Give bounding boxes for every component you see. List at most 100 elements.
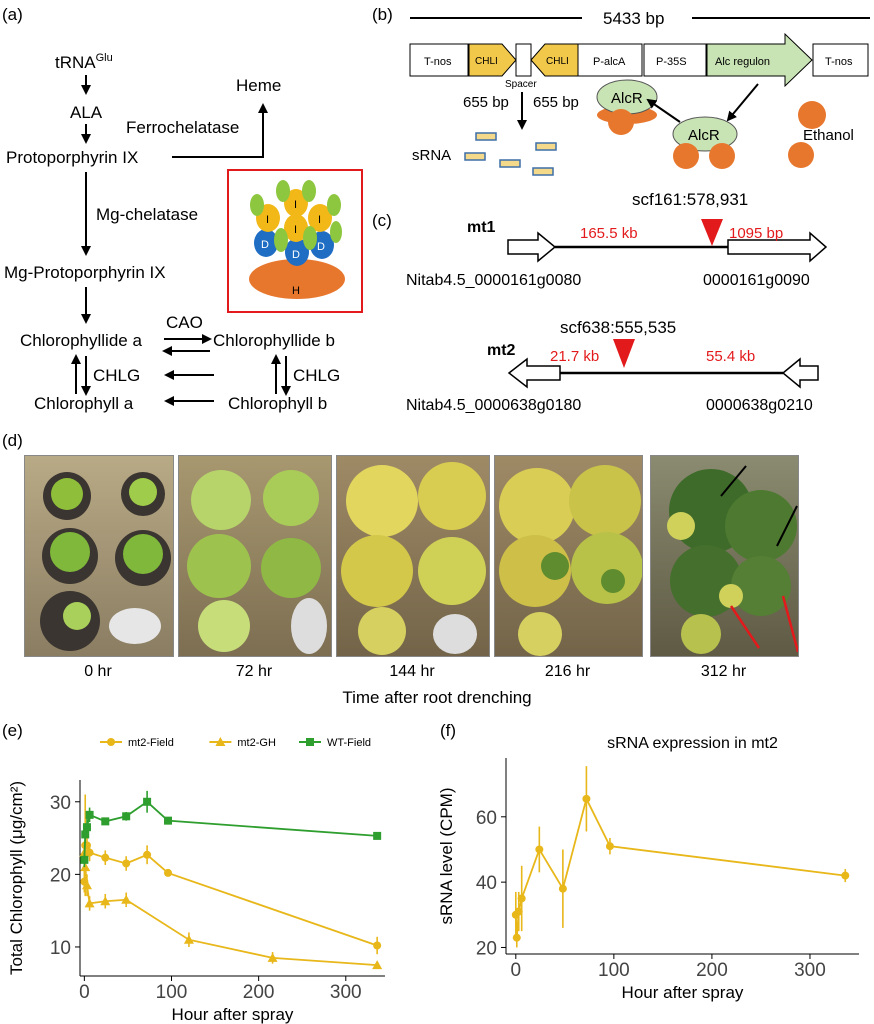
alcr-activator-icon: AlcR AlcR (596, 79, 738, 169)
subunit-i-label: I (318, 214, 321, 226)
legend-marker (107, 738, 115, 746)
chlorophyllide-a-label: Chlorophyllide a (20, 331, 142, 350)
alcr-label-top: AlcR (611, 90, 643, 107)
data-point (605, 842, 614, 851)
data-point (373, 941, 382, 950)
y-tick-label: 10 (50, 938, 71, 959)
x-tick-label: 200 (243, 982, 275, 1003)
mt2-label: mt2 (487, 342, 516, 359)
panel-label-e: (e) (2, 721, 23, 740)
srna-label: sRNA (412, 147, 451, 164)
data-point (122, 812, 131, 821)
y-axis-title: sRNA level (CPM) (437, 788, 456, 925)
chli-length-label-left: 655 bp (463, 94, 509, 111)
data-point (143, 850, 152, 859)
mt1-label: mt1 (467, 219, 496, 236)
data-point (267, 952, 278, 962)
photo-label-72hr: 72 hr (235, 663, 273, 680)
mt2-site-label: scf638:555,535 (560, 318, 676, 337)
insertion-marker-mt1 (701, 219, 723, 246)
data-point (517, 894, 526, 903)
chli-label-forward: CHLI (475, 56, 498, 67)
p35s-box (643, 43, 707, 77)
data-point (101, 853, 110, 862)
chart-title: sRNA expression in mt2 (607, 735, 778, 752)
gene-arrow-mt2-right (781, 357, 819, 389)
subunit-i-label: I (266, 214, 269, 226)
ferrochelatase-label: Ferrochelatase (126, 118, 239, 137)
tnos-box-left (409, 43, 469, 77)
alc-regulon-label: Alc regulon (715, 56, 770, 68)
y-tick-label: 20 (476, 938, 497, 959)
arrow-alc-to-alcr (726, 83, 759, 122)
srna-molecules-icon (464, 132, 557, 176)
protoporphyrin-label: Protoporphyrin IX (6, 148, 138, 167)
x-tick-label: 300 (794, 960, 826, 981)
photo-label-216hr: 216 hr (544, 663, 591, 680)
panel-label-b: (b) (372, 5, 393, 24)
arrow-proto-heme (172, 103, 268, 158)
data-point (558, 884, 567, 893)
data-point (373, 831, 382, 840)
chlorophyllide-b-label: Chlorophyllide b (213, 331, 335, 350)
data-point (164, 868, 173, 877)
x-tick-label: 0 (511, 960, 522, 981)
subunit-h-label: H (292, 285, 300, 297)
mt1-left-distance: 165.5 kb (580, 225, 638, 242)
x-tick-label: 0 (79, 982, 90, 1003)
y-tick-label: 30 (50, 793, 71, 814)
gene-arrow-mt1-left (507, 231, 557, 263)
x-tick-label: 100 (156, 982, 188, 1003)
panel-label-d: (d) (2, 431, 23, 450)
y-axis-title: Total Chlorophyll (μg/cm²) (7, 781, 26, 975)
plant-photo-216hr (494, 455, 643, 657)
chlg-label-b: CHLG (293, 366, 340, 385)
data-point (100, 896, 111, 906)
p35s-label: P-35S (656, 56, 687, 68)
panel-label-a: (a) (2, 5, 23, 24)
legend-label: mt2-Field (128, 737, 174, 749)
palca-label: P-alcA (593, 56, 626, 68)
mg-chelatase-label: Mg-chelatase (96, 205, 198, 224)
x-tick-label: 200 (696, 960, 728, 981)
photo-label-144hr: 144 hr (389, 663, 435, 680)
data-point (841, 871, 850, 880)
legend-label: mt2-GH (237, 737, 276, 749)
mg-chelatase-complex-icon: H D D D I I I I (227, 169, 363, 313)
x-axis-title: Hour after spray (172, 1005, 294, 1024)
chli-length-label-right: 655 bp (533, 94, 579, 111)
gene-arrow-mt1-right (727, 231, 828, 263)
trna-superscript: Glu (96, 52, 113, 64)
mt2-left-distance: 21.7 kb (550, 348, 599, 365)
spacer-label: Spacer (505, 79, 537, 90)
spacer-box (515, 43, 532, 77)
data-point (80, 855, 89, 864)
srna-chart: 0 100 200 300 20 40 60 Hour after spray sRNA lev… (437, 735, 859, 1002)
chli-label-reverse: CHLI (546, 56, 569, 67)
data-point (85, 810, 94, 819)
insertion-marker-mt2 (613, 339, 635, 368)
series-line-1 (83, 852, 378, 967)
construct-length-label: 5433 bp (603, 9, 664, 28)
subunit-i-label: I (294, 224, 297, 236)
chli-arrow-forward (468, 43, 517, 77)
alc-regulon-arrow (706, 32, 813, 88)
data-point (81, 880, 92, 890)
palca-box (577, 43, 643, 77)
cao-label: CAO (166, 313, 203, 332)
mt2-gene-left: Nitab4.5_0000638g0180 (406, 397, 581, 414)
x-tick-label: 300 (330, 982, 362, 1003)
photo-label-0hr: 0 hr (84, 663, 112, 680)
y-tick-label: 40 (476, 873, 497, 894)
mt1-right-distance: 1095 bp (729, 225, 783, 242)
data-point (143, 797, 152, 806)
x-tick-label: 100 (598, 960, 630, 981)
plant-photo-312hr (650, 455, 799, 657)
tnos-box-right (812, 43, 869, 77)
series-line-0 (514, 796, 846, 938)
chlorophyll-b-label: Chlorophyll b (228, 394, 327, 413)
data-point (183, 934, 194, 944)
subunit-i-label: I (294, 199, 297, 211)
legend-marker (215, 737, 226, 746)
